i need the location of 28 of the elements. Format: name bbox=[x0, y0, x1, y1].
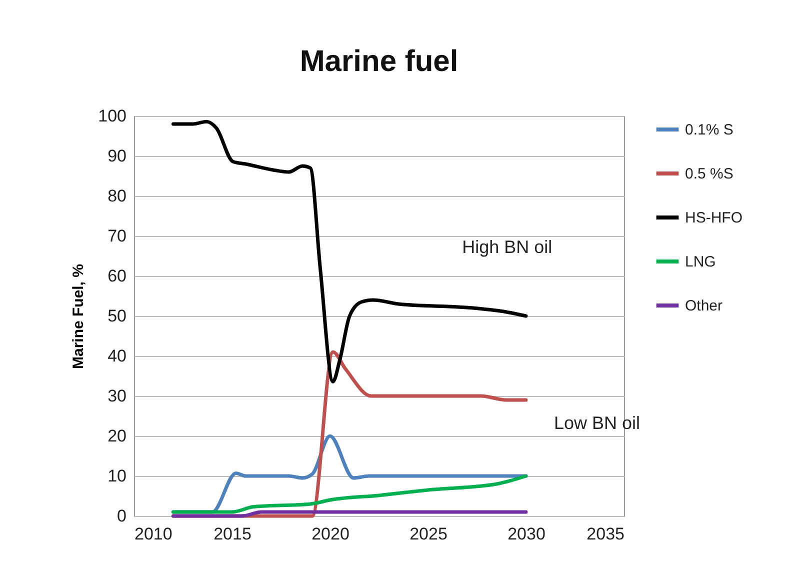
y-tick-label: 0 bbox=[117, 506, 126, 526]
legend-label: HS-HFO bbox=[685, 210, 742, 226]
y-tick-label: 80 bbox=[108, 186, 126, 206]
x-tick-label: 2035 bbox=[586, 524, 624, 544]
x-tick-label: 2015 bbox=[214, 524, 252, 544]
y-tick-label: 100 bbox=[98, 106, 126, 126]
y-tick-label: 10 bbox=[108, 466, 126, 486]
y-tick-label: 60 bbox=[108, 266, 126, 286]
legend-label: Other bbox=[685, 298, 723, 314]
x-tick-label: 2025 bbox=[410, 524, 448, 544]
y-tick-label: 40 bbox=[108, 346, 126, 366]
y-tick-label: 30 bbox=[108, 386, 126, 406]
x-tick-label: 2030 bbox=[508, 524, 546, 544]
chart-title: Marine fuel bbox=[300, 45, 458, 78]
x-tick-label: 2010 bbox=[134, 524, 172, 544]
y-tick-label: 90 bbox=[108, 146, 126, 166]
legend-label: 0.5 %S bbox=[685, 166, 734, 182]
annotation: High BN oil bbox=[462, 237, 552, 257]
legend-label: LNG bbox=[685, 254, 716, 270]
y-tick-label: 70 bbox=[108, 226, 126, 246]
y-axis-title: Marine Fuel, % bbox=[70, 264, 88, 370]
line-series bbox=[171, 120, 528, 384]
y-tick-label: 50 bbox=[108, 306, 126, 326]
line-series bbox=[171, 474, 528, 514]
annotation: Low BN oil bbox=[554, 413, 640, 433]
y-tick-label: 20 bbox=[108, 426, 126, 446]
legend-label: 0.1% S bbox=[685, 122, 734, 138]
x-tick-label: 2020 bbox=[312, 524, 350, 544]
